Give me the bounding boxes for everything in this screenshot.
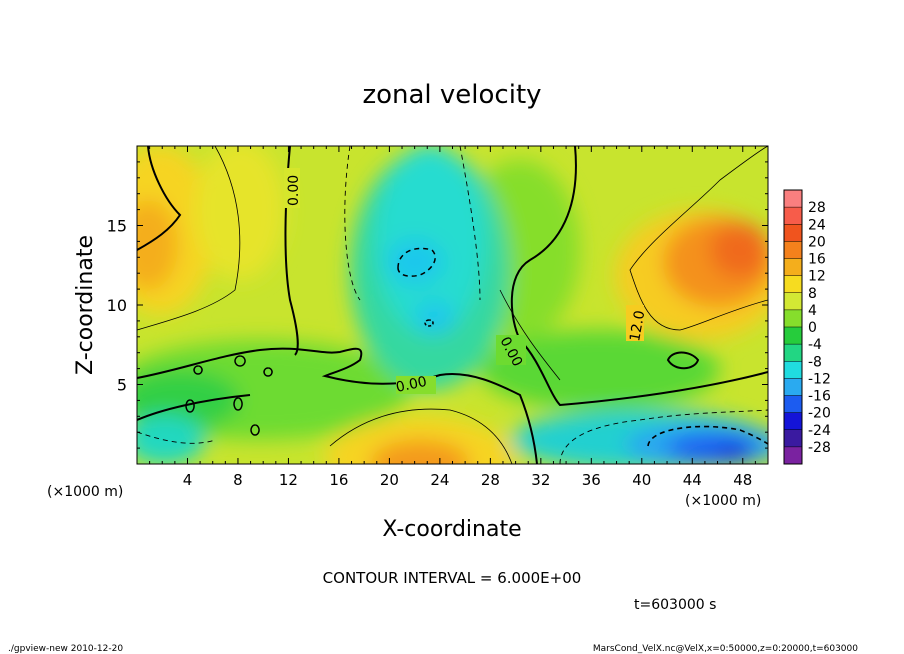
contour-interval: CONTOUR INTERVAL = 6.000E+00 — [323, 569, 582, 587]
time-label: t=603000 s — [634, 597, 716, 613]
colorbar-label: -8 — [808, 354, 822, 370]
x-axis-label: X-coordinate — [382, 517, 521, 542]
x-tick-label: 32 — [531, 471, 550, 489]
colorbar-label: 12 — [808, 269, 826, 285]
colorbar-segment — [784, 361, 802, 379]
plot-area — [137, 146, 768, 464]
colorbar-label: -20 — [808, 406, 831, 422]
colorbar-segment — [784, 190, 802, 208]
footer-left: ./gpview-new 2010-12-20 — [8, 644, 123, 654]
x-tick-label: 36 — [582, 471, 601, 489]
x-axis: 4 8 12 16 20 24 28 32 36 40 44 48 — [149, 146, 756, 489]
colorbar-segment — [784, 292, 802, 311]
y-tick-label: 15 — [107, 217, 127, 236]
colorbar-segment — [784, 258, 802, 276]
colorbar-label: -4 — [808, 337, 822, 353]
colorbar-label: -16 — [808, 389, 831, 405]
x-tick-label: 4 — [183, 471, 193, 489]
colorbar-label: -28 — [808, 440, 831, 456]
colorbar-label: 24 — [808, 217, 826, 233]
chart-title: zonal velocity — [362, 80, 541, 110]
colorbar-segment — [784, 207, 802, 225]
colorbar-label: 20 — [808, 234, 826, 250]
x-tick-label: 8 — [233, 471, 243, 489]
colorbar-segment — [784, 429, 802, 448]
contour-label: 0.00 — [395, 374, 429, 396]
colorbar-segment — [784, 275, 802, 294]
colorbar-segment — [784, 395, 802, 413]
colorbar-segment — [784, 327, 802, 345]
contour-labels: 0.00 0.00 0.00 12.0 — [284, 168, 648, 396]
x-unit-left: (×1000 m) — [47, 484, 123, 500]
colorbar-label: 8 — [808, 286, 817, 302]
colorbar-segment — [784, 309, 802, 328]
colorbar-segment — [784, 241, 802, 259]
colorbar-label: 16 — [808, 252, 826, 268]
colorbar-segment — [784, 224, 802, 242]
colorbar-label: 0 — [808, 320, 817, 336]
contour-label: 0.00 — [286, 175, 302, 206]
colorbar-segment — [784, 412, 802, 431]
colorbar-segment — [784, 446, 802, 465]
contour-label: 12.0 — [627, 309, 648, 342]
colorbar-label: -12 — [808, 371, 831, 387]
y-unit-right: (×1000 m) — [685, 493, 761, 509]
y-axis-label: Z-coordinate — [73, 235, 98, 375]
x-tick-label: 24 — [430, 471, 449, 489]
x-tick-label: 44 — [683, 471, 702, 489]
colorbar-segment — [784, 378, 802, 396]
colorbar-label: -24 — [808, 423, 831, 439]
colorbar-segment — [784, 344, 802, 362]
x-tick-label: 48 — [733, 471, 752, 489]
x-tick-label: 28 — [481, 471, 500, 489]
y-tick-label: 5 — [117, 376, 127, 395]
x-tick-label: 40 — [632, 471, 651, 489]
y-axis: 5 10 15 — [107, 161, 768, 449]
footer-right: MarsCond_VelX.nc@VelX,x=0:50000,z=0:2000… — [593, 644, 858, 654]
x-tick-label: 20 — [380, 471, 399, 489]
x-tick-label: 16 — [329, 471, 348, 489]
colorbar-label: 4 — [808, 303, 817, 319]
colorbar-label: 28 — [808, 200, 826, 216]
x-tick-label: 12 — [279, 471, 298, 489]
y-tick-label: 10 — [107, 296, 127, 315]
